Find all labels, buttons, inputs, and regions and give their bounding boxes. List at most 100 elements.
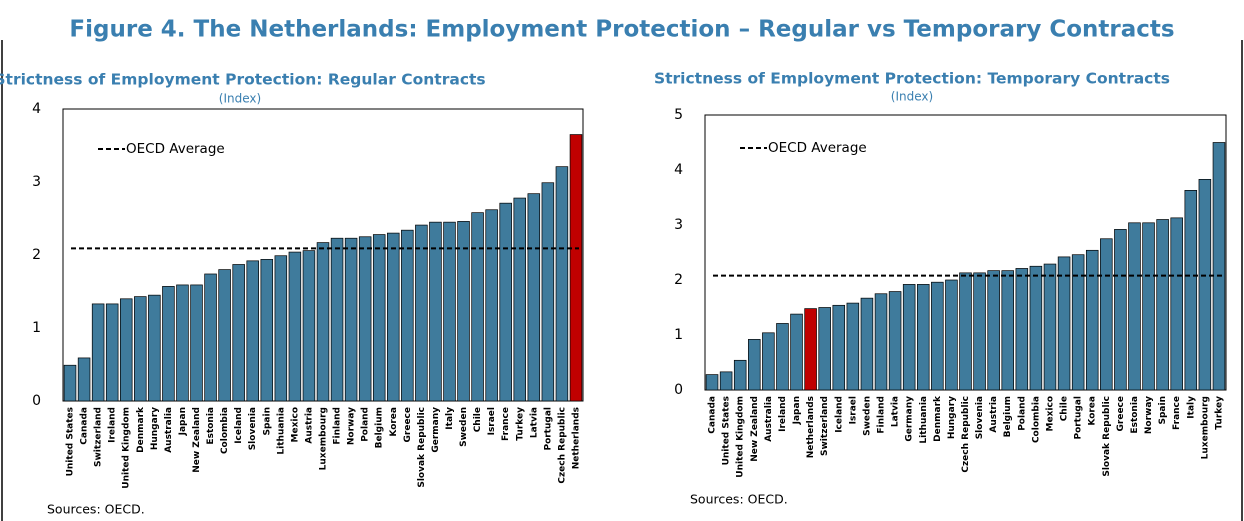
x-tick-label: France xyxy=(501,407,511,441)
x-tick-label: Spain xyxy=(1158,396,1168,425)
chart-title: Strictness of Employment Protection: Reg… xyxy=(0,71,486,89)
x-tick-label: Denmark xyxy=(933,395,943,442)
bar xyxy=(401,229,414,402)
x-tick-label: United Kingdom xyxy=(122,407,132,489)
x-tick-label: Latvia xyxy=(529,407,539,438)
x-tick-label: Austria xyxy=(989,396,999,433)
x-tick-label: Italy xyxy=(1186,396,1196,419)
x-tick-label: Slovenia xyxy=(975,396,985,439)
x-tick-label: Iceland xyxy=(234,407,244,444)
x-tick-label: Norway xyxy=(1144,396,1154,434)
y-tick-label: 2 xyxy=(32,247,41,263)
bar xyxy=(471,212,484,402)
bar xyxy=(1184,190,1198,391)
bar xyxy=(959,272,972,391)
x-tick-label: Portugal xyxy=(1074,396,1084,440)
bar xyxy=(748,339,761,391)
x-tick-label: Canada xyxy=(708,396,718,434)
bar xyxy=(246,260,259,402)
bar xyxy=(846,302,860,391)
y-tick-label: 3 xyxy=(674,217,683,233)
y-tick-label: 5 xyxy=(674,107,683,123)
x-tick-label: Slovak Republic xyxy=(417,407,427,488)
bar xyxy=(1128,222,1141,391)
x-tick-label: Estonia xyxy=(1130,396,1140,434)
bar xyxy=(232,264,245,402)
x-tick-label: Greece xyxy=(403,407,413,442)
bar xyxy=(499,202,512,402)
x-tick-label: United Kingdom xyxy=(736,396,746,478)
bar xyxy=(987,270,1000,391)
x-tick-label: Slovenia xyxy=(248,407,258,450)
bar xyxy=(387,232,400,402)
y-tick-label: 4 xyxy=(32,101,41,117)
x-tick-label: Portugal xyxy=(543,407,553,451)
x-tick-label: Switzerland xyxy=(820,396,830,456)
y-tick-label: 1 xyxy=(32,320,41,336)
bar xyxy=(776,323,789,391)
bar xyxy=(1071,254,1085,391)
legend-label: OECD Average xyxy=(768,140,867,156)
bar xyxy=(1170,217,1183,391)
bar xyxy=(733,359,747,391)
bar xyxy=(260,259,274,402)
bar xyxy=(429,221,442,402)
x-tick-label: Finland xyxy=(877,396,887,434)
y-tick-label: 4 xyxy=(674,162,683,178)
x-tick-label: Korea xyxy=(389,407,399,437)
bar xyxy=(874,293,888,391)
bar xyxy=(762,332,775,391)
x-tick-label: Colombia xyxy=(1031,396,1041,443)
bar xyxy=(134,296,147,402)
bar xyxy=(1212,142,1226,391)
bar xyxy=(973,272,986,391)
source-note: Sources: OECD. xyxy=(47,502,145,517)
bar xyxy=(457,221,470,402)
bar xyxy=(1114,229,1127,391)
bar xyxy=(162,286,175,402)
x-tick-label: United States xyxy=(722,396,732,465)
x-tick-label: Ireland xyxy=(778,396,788,432)
bar xyxy=(1029,265,1043,391)
x-tick-label: Czech Republic xyxy=(961,396,971,473)
x-tick-label: Iceland xyxy=(834,396,844,433)
bar xyxy=(541,182,555,402)
bar xyxy=(1085,249,1099,391)
bar xyxy=(1015,268,1029,391)
bar xyxy=(218,269,231,402)
x-tick-label: Finland xyxy=(333,407,343,445)
x-tick-label: Israel xyxy=(487,407,497,435)
chart-subtitle: (Index) xyxy=(219,92,261,106)
chart-subtitle: (Index) xyxy=(891,90,933,104)
y-tick-label: 2 xyxy=(674,272,683,288)
source-note: Sources: OECD. xyxy=(690,492,788,507)
x-tick-label: Austria xyxy=(304,407,314,444)
bar xyxy=(344,237,358,402)
x-tick-label: Turkey xyxy=(515,407,525,441)
bar xyxy=(931,281,944,391)
bar xyxy=(190,284,203,402)
x-tick-label: Canada xyxy=(80,407,90,445)
y-tick-label: 3 xyxy=(32,174,41,190)
bar xyxy=(832,304,846,391)
bar xyxy=(119,298,133,402)
bar xyxy=(63,364,77,402)
x-tick-label: Greece xyxy=(1116,396,1126,431)
bar xyxy=(860,297,874,391)
x-tick-label: Japan xyxy=(178,407,188,436)
x-tick-label: Denmark xyxy=(136,406,146,453)
bar xyxy=(176,284,189,402)
x-tick-label: Chile xyxy=(473,407,483,432)
bar xyxy=(77,357,91,402)
x-tick-label: Turkey xyxy=(1214,396,1224,430)
x-tick-label: Italy xyxy=(445,407,455,430)
bar xyxy=(1100,238,1113,391)
bar xyxy=(1043,263,1057,391)
bar xyxy=(916,284,930,391)
chart-title: Strictness of Employment Protection: Tem… xyxy=(654,70,1170,88)
bar xyxy=(888,291,902,391)
x-tick-label: Lithuania xyxy=(276,407,286,455)
x-tick-label: Czech Republic xyxy=(557,407,567,484)
x-tick-label: Netherlands xyxy=(571,407,581,469)
